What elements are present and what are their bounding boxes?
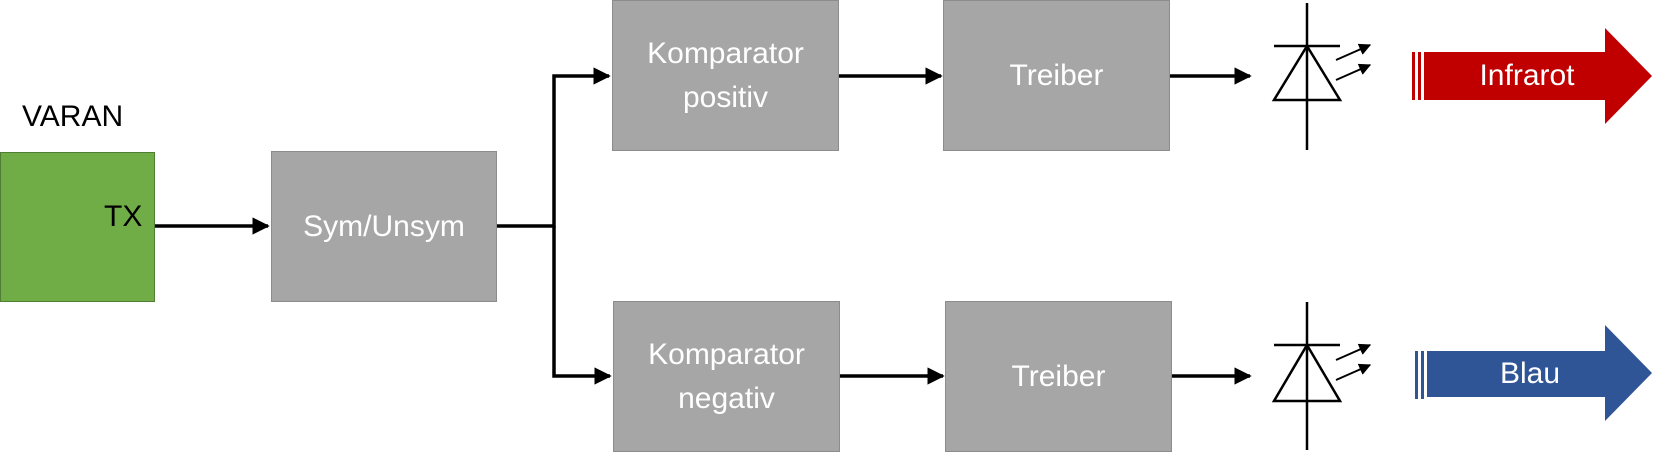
output-label-infrarot: Infrarot [1479,59,1575,92]
output-label-blau: Blau [1499,357,1561,390]
block-treiber-bottom: Treiber [945,301,1172,452]
connector-symunsym-branch [496,67,611,228]
led-top-icon [1271,3,1372,150]
output-arrow-infrarot [1412,28,1652,124]
block-sym-unsym: Sym/Unsym [271,151,497,302]
output-arrow-blau [1415,325,1652,421]
varan-title: VARAN [22,100,124,133]
varan-block [0,152,155,302]
led-bottom-icon [1271,302,1372,450]
connector-symunsym-branch-lower [552,226,612,385]
block-treiber-top: Treiber [943,0,1170,151]
varan-tx-label: TX [104,200,143,233]
block-komparator-positiv: Komparator positiv [612,0,839,151]
block-komparator-negativ: Komparator negativ [613,301,840,452]
